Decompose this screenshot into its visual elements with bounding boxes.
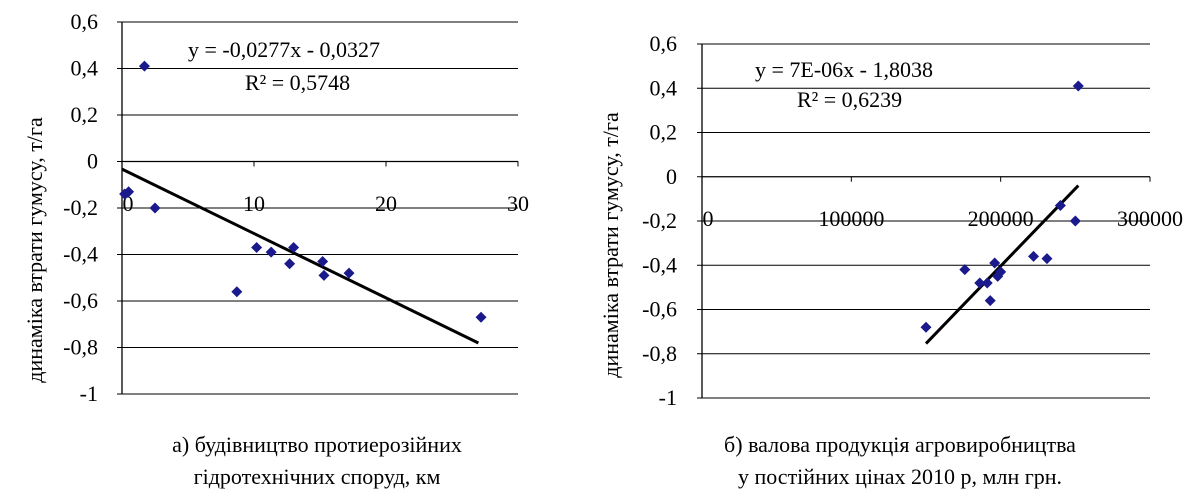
- data-point: [1072, 80, 1084, 92]
- data-point: [920, 321, 932, 333]
- y-tick-label: -0,4: [63, 242, 98, 267]
- data-point: [984, 295, 996, 307]
- data-point: [318, 269, 330, 281]
- y-tick-label: 0: [87, 149, 98, 174]
- data-point: [981, 277, 993, 289]
- trend-line: [924, 184, 1080, 345]
- x-tick-label: 200000: [968, 206, 1034, 231]
- data-point: [1041, 253, 1053, 265]
- y-tick-label: 0: [666, 164, 677, 189]
- data-point: [1028, 250, 1040, 262]
- chart-a-y-axis-label: динаміка втрати гумусу, т/га: [22, 117, 47, 383]
- data-point: [123, 186, 135, 198]
- y-tick-label: -0,2: [642, 208, 677, 233]
- y-tick-label: 0,6: [650, 31, 678, 56]
- data-point: [251, 242, 263, 254]
- y-tick-label: -0,6: [642, 297, 677, 322]
- data-point: [138, 60, 150, 72]
- data-point: [475, 311, 487, 323]
- data-point: [959, 264, 971, 276]
- y-tick-label: -0,8: [642, 341, 677, 366]
- data-point: [974, 277, 986, 289]
- data-point: [231, 286, 243, 298]
- chart-a: 0,6 0,4 0,2 0 -0,2 -0,4 -0,6 -0,8 -1 0 10 20 30 y =…: [22, 9, 529, 489]
- y-tick-label: 0,6: [71, 9, 99, 34]
- y-tick-label: -0,8: [63, 335, 98, 360]
- chart-b-caption-line-2: у постійних цінах 2010 р, млн грн.: [738, 464, 1062, 489]
- y-tick-label: 0,4: [650, 75, 678, 100]
- x-tick-label: 10: [243, 191, 265, 216]
- chart-a-caption-line-1: а) будівництво протиерозійних: [172, 432, 462, 457]
- data-point: [1054, 200, 1066, 212]
- data-point: [265, 246, 277, 258]
- x-tick-label: 300000: [1117, 206, 1183, 231]
- chart-b-y-axis-label: динаміка втрати гумусу, т/га: [598, 112, 623, 378]
- chart-b: 0,6 0,4 0,2 0 -0,2 -0,4 -0,6 -0,8 -1 0 100000 2000…: [598, 31, 1183, 489]
- data-point: [288, 242, 300, 254]
- x-tick-label: 20: [375, 191, 397, 216]
- x-tick-label: 0: [703, 206, 714, 231]
- y-tick-label: -0,4: [642, 252, 677, 277]
- y-tick-label: -1: [80, 381, 98, 406]
- chart-a-caption-line-2: гідротехнічних споруд, км: [194, 464, 441, 489]
- data-point: [317, 255, 329, 267]
- y-tick-label: 0,2: [71, 102, 99, 127]
- y-tick-label: 0,2: [650, 120, 678, 145]
- chart-b-caption-line-1: б) валова продукція агровиробництва: [724, 432, 1076, 457]
- x-tick-label: 0: [123, 191, 134, 216]
- data-point: [995, 266, 1007, 278]
- x-tick-label: 30: [507, 191, 529, 216]
- chart-b-r-squared: R² = 0,6239: [797, 87, 902, 112]
- x-tick-label: 100000: [818, 206, 884, 231]
- chart-a-r-squared: R² = 0,5748: [245, 70, 350, 95]
- chart-a-equation: y = -0,0277x - 0,0327: [188, 37, 380, 62]
- data-point: [343, 267, 355, 279]
- y-tick-label: -1: [659, 385, 677, 410]
- y-tick-label: -0,6: [63, 288, 98, 313]
- data-point: [1069, 215, 1081, 227]
- data-point: [989, 257, 1001, 269]
- y-tick-label: 0,4: [71, 56, 99, 81]
- trend-line: [121, 167, 480, 345]
- data-point: [149, 202, 161, 214]
- chart-b-equation: y = 7E-06x - 1,8038: [755, 57, 933, 82]
- y-tick-label: -0,2: [63, 195, 98, 220]
- data-point: [284, 258, 296, 270]
